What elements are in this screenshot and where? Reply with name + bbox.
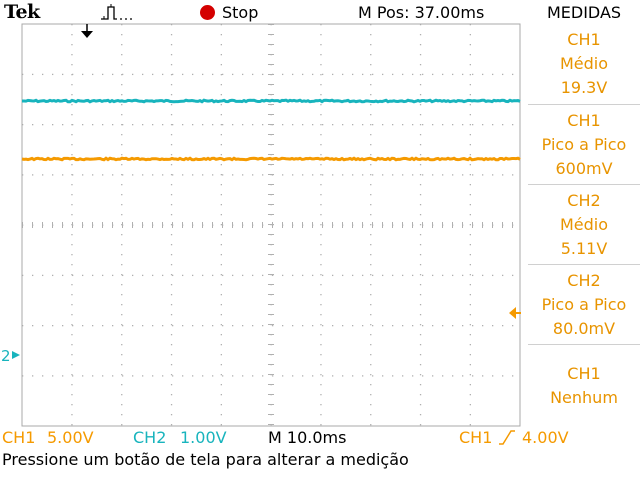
menu-title: MEDIDAS <box>546 3 622 22</box>
measurement-type: Médio <box>559 54 609 73</box>
timebase-readout: M 10.0ms <box>268 428 347 447</box>
ch2-label: CH2 <box>133 428 167 447</box>
trigger-source: CH1 <box>459 428 493 447</box>
measurement-type: Pico a Pico <box>541 135 627 154</box>
channel-status-bar: CH1 5.00V CH2 1.00V M 10.0ms CH1 4.00V <box>0 426 640 448</box>
measurement-source: CH2 <box>567 191 601 210</box>
measurement-value: 19.3V <box>560 78 608 97</box>
help-message: Pressione um botão de tela para alterar … <box>2 450 409 469</box>
measurement-button-2[interactable]: CH1 Pico a Pico 600mV <box>528 104 640 185</box>
measurement-source: CH2 <box>567 271 601 290</box>
measurement-type: Pico a Pico <box>541 295 627 314</box>
run-state-label: Stop <box>222 2 259 22</box>
measurement-source: CH1 <box>567 364 601 383</box>
measurement-type: Médio <box>559 215 609 234</box>
ch2-ground-marker: 2 <box>1 347 11 365</box>
run-state: Stop <box>200 2 258 22</box>
measurement-value: 5.11V <box>560 239 608 258</box>
trigger-position-arrow-icon <box>81 24 93 38</box>
measurement-type: Nenhum <box>550 388 618 407</box>
graticule-grid <box>22 24 514 426</box>
measurement-button-1[interactable]: CH1 Médio 19.3V <box>528 24 640 104</box>
trigger-level-arrow-icon <box>509 307 521 319</box>
pulse-trigger-icon <box>101 4 132 20</box>
ch2-waveform <box>21 98 521 104</box>
graticule-border <box>21 23 521 427</box>
ch1-scale: 5.00V <box>47 428 94 447</box>
measurement-value: 600mV <box>555 159 613 178</box>
ch2-scale: 1.00V <box>180 428 227 447</box>
top-status-bar: Tek Stop M Pos: 37.00ms MEDIDAS <box>0 0 640 24</box>
measurements-menu: CH1 Médio 19.3V CH1 Pico a Pico 600mV CH… <box>528 24 640 426</box>
measurement-value: 80.0mV <box>552 319 616 338</box>
measurement-button-5[interactable]: CH1 Nenhum <box>528 344 640 427</box>
horizontal-position-readout: M Pos: 37.00ms <box>358 3 485 22</box>
measurement-source: CH1 <box>567 30 601 49</box>
rising-edge-icon <box>499 430 515 445</box>
brand-logo: Tek <box>4 1 40 23</box>
measurement-source: CH1 <box>567 111 601 130</box>
measurement-button-3[interactable]: CH2 Médio 5.11V <box>528 184 640 265</box>
stop-dot-icon <box>200 4 215 20</box>
trigger-level: 4.00V <box>522 428 569 447</box>
ch1-label: CH1 <box>2 428 36 447</box>
measurement-button-4[interactable]: CH2 Pico a Pico 80.0mV <box>528 264 640 345</box>
ch1-waveform <box>21 156 521 162</box>
ch2-marker-arrow-icon <box>12 351 20 359</box>
